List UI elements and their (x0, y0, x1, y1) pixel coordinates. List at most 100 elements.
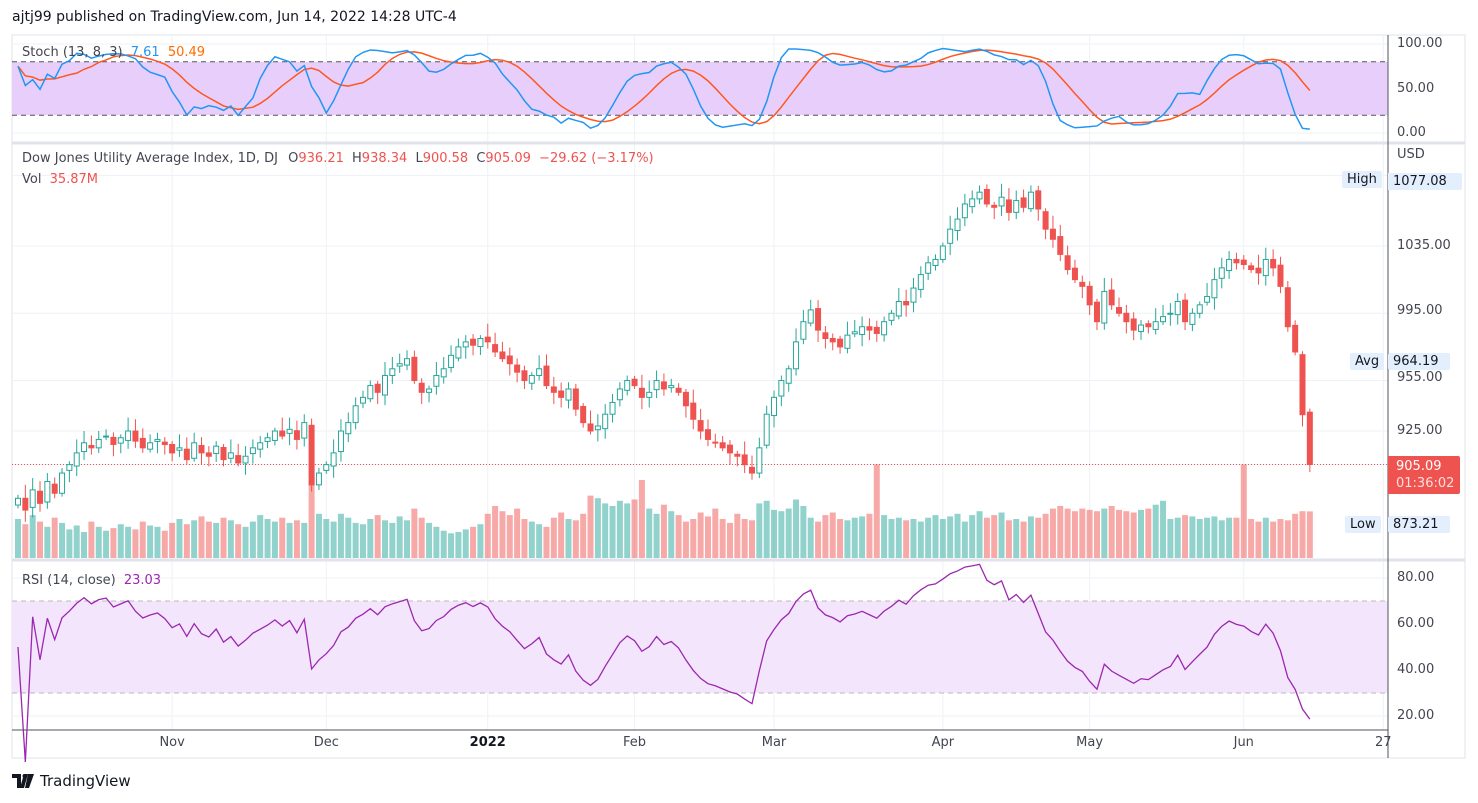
candle[interactable] (88, 435, 95, 455)
candle[interactable] (1299, 351, 1306, 427)
candle[interactable] (1005, 188, 1012, 221)
candle[interactable] (807, 299, 814, 327)
candle[interactable] (646, 380, 653, 408)
candle[interactable] (59, 468, 66, 497)
candle[interactable] (29, 478, 36, 518)
candle[interactable] (991, 201, 998, 220)
candle[interactable] (455, 338, 462, 362)
candle[interactable] (499, 341, 506, 363)
candle[interactable] (719, 436, 726, 452)
candle[interactable] (51, 477, 58, 499)
candle[interactable] (22, 484, 29, 522)
candle[interactable] (1182, 293, 1189, 331)
candle[interactable] (932, 254, 939, 271)
candle[interactable] (616, 382, 623, 407)
candles[interactable] (15, 183, 1313, 522)
candle[interactable] (506, 347, 513, 376)
candle[interactable] (844, 321, 851, 354)
candle[interactable] (704, 419, 711, 447)
candle[interactable] (631, 375, 638, 389)
candle[interactable] (653, 370, 660, 399)
candle[interactable] (286, 417, 293, 446)
candle[interactable] (227, 439, 234, 464)
candle[interactable] (330, 439, 337, 478)
candle[interactable] (110, 432, 117, 457)
candle[interactable] (550, 376, 557, 405)
candle[interactable] (249, 439, 256, 464)
candle[interactable] (1167, 303, 1174, 326)
candle[interactable] (374, 380, 381, 405)
candle[interactable] (690, 389, 697, 430)
candle[interactable] (983, 184, 990, 208)
candle[interactable] (1027, 185, 1034, 213)
candle[interactable] (308, 418, 315, 492)
candle[interactable] (191, 432, 198, 462)
candle[interactable] (235, 443, 242, 467)
candle[interactable] (396, 353, 403, 373)
candle[interactable] (594, 414, 601, 442)
candle[interactable] (1248, 262, 1255, 273)
candle[interactable] (15, 494, 21, 509)
tradingview-logo[interactable]: TradingView (12, 772, 131, 790)
candle[interactable] (271, 427, 278, 446)
candle[interactable] (638, 374, 645, 410)
candle[interactable] (1152, 308, 1159, 335)
candle[interactable] (815, 300, 822, 342)
candle[interactable] (675, 383, 682, 396)
candle[interactable] (1116, 297, 1122, 317)
candle[interactable] (528, 372, 535, 390)
candle[interactable] (925, 256, 932, 280)
candle[interactable] (1174, 293, 1181, 325)
candle[interactable] (543, 354, 550, 389)
candle[interactable] (565, 382, 572, 409)
candle[interactable] (1306, 408, 1313, 473)
candle[interactable] (440, 357, 447, 384)
candle[interactable] (1071, 259, 1078, 284)
candle[interactable] (1057, 224, 1064, 262)
candle[interactable] (873, 320, 880, 342)
candle[interactable] (1233, 252, 1240, 270)
candle[interactable] (1284, 280, 1291, 332)
candle[interactable] (411, 350, 418, 384)
candle[interactable] (470, 334, 477, 356)
candle[interactable] (624, 375, 631, 396)
candle[interactable] (81, 431, 88, 460)
candle[interactable] (587, 410, 594, 435)
candle[interactable] (947, 215, 954, 256)
candle[interactable] (477, 335, 484, 355)
candle[interactable] (1145, 320, 1152, 334)
candle[interactable] (1211, 267, 1218, 310)
candle[interactable] (829, 333, 836, 351)
candle[interactable] (73, 439, 80, 477)
candle[interactable] (323, 461, 330, 474)
candle[interactable] (161, 437, 168, 455)
candle[interactable] (1101, 277, 1108, 330)
candle[interactable] (139, 428, 146, 453)
candle[interactable] (1255, 254, 1262, 285)
candle[interactable] (198, 437, 205, 465)
candle[interactable] (279, 417, 286, 440)
candle[interactable] (572, 383, 579, 416)
candle[interactable] (697, 408, 704, 440)
candle[interactable] (734, 450, 741, 467)
candle[interactable] (418, 378, 425, 405)
candle[interactable] (220, 444, 227, 467)
candle[interactable] (125, 417, 132, 449)
candle[interactable] (1042, 208, 1049, 240)
candle[interactable] (866, 318, 873, 341)
candle[interactable] (859, 316, 866, 347)
symbol-title[interactable]: Dow Jones Utility Average Index, 1D, DJ (22, 151, 278, 166)
candle[interactable] (382, 362, 388, 406)
candle[interactable] (851, 320, 858, 338)
candle[interactable] (793, 328, 800, 376)
candle[interactable] (917, 266, 924, 298)
candle[interactable] (609, 394, 616, 423)
candle[interactable] (448, 345, 455, 373)
candle[interactable] (726, 440, 733, 465)
candle[interactable] (749, 455, 755, 480)
candle[interactable] (117, 434, 124, 454)
candle[interactable] (352, 397, 359, 430)
candle[interactable] (881, 316, 888, 342)
candle[interactable] (337, 419, 344, 462)
candle[interactable] (315, 468, 322, 490)
